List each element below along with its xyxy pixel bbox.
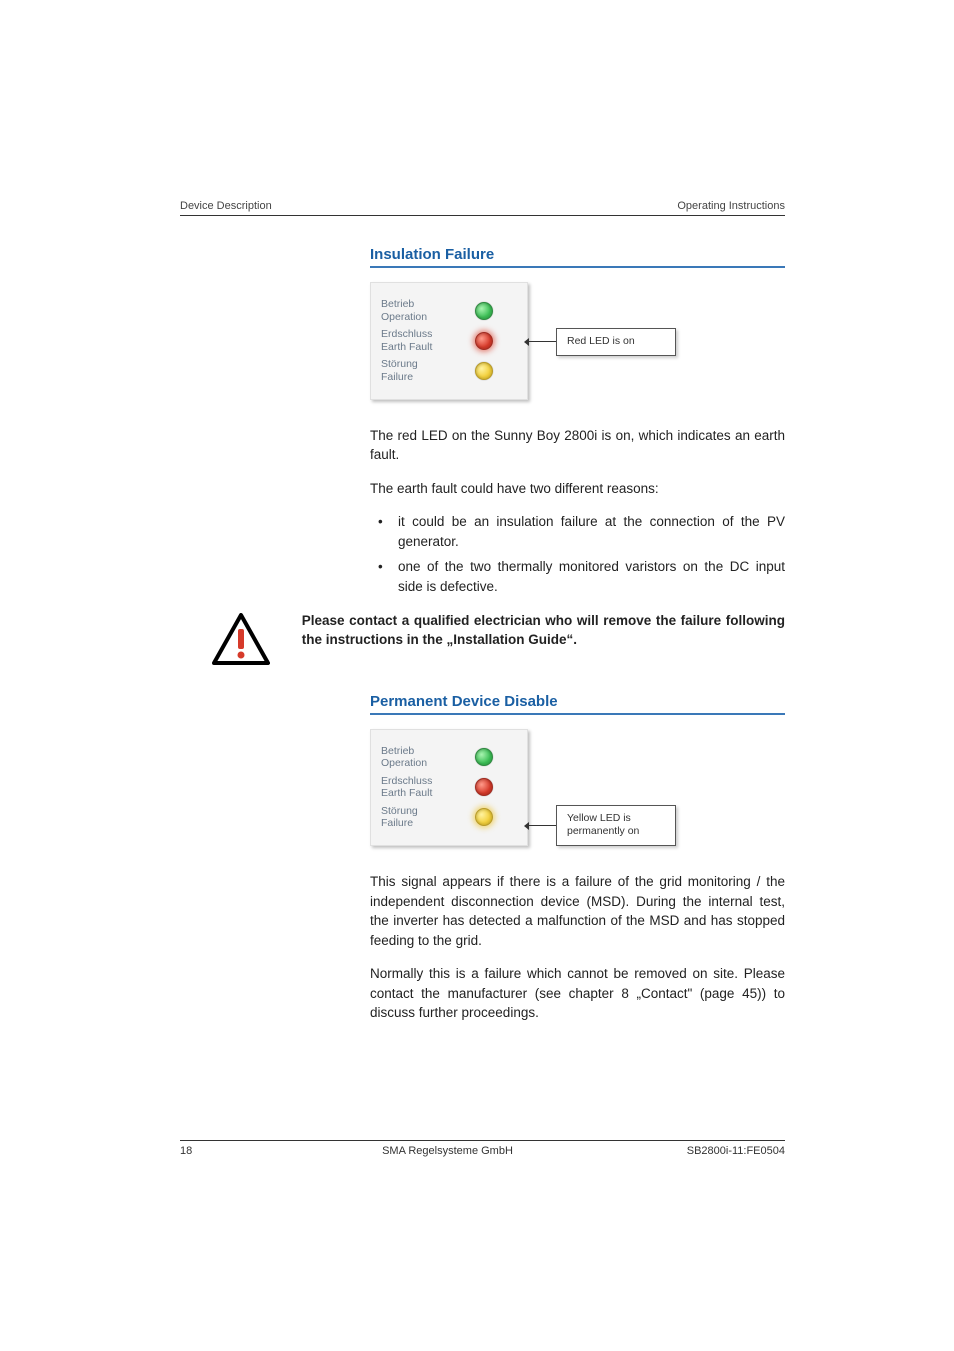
led-row-failure: Störung Failure <box>381 805 515 830</box>
label-de: Betrieb <box>381 745 414 757</box>
label-de: Betrieb <box>381 298 414 310</box>
led-yellow-icon <box>475 808 493 826</box>
led-panel: Betrieb Operation Erdschluss Earth Fault… <box>370 729 528 847</box>
callout-group: Yellow LED is permanently on <box>528 805 676 846</box>
label-en: Failure <box>381 817 461 830</box>
led-green-icon <box>475 302 493 320</box>
label-en: Earth Fault <box>381 787 461 800</box>
led-labels: Störung Failure <box>381 358 461 383</box>
warning-block: Please contact a qualified electrician w… <box>370 611 785 665</box>
led-row-failure: Störung Failure <box>381 358 515 383</box>
led-row-earthfault: Erdschluss Earth Fault <box>381 328 515 353</box>
label-en: Operation <box>381 757 461 770</box>
paragraph: Normally this is a failure which cannot … <box>370 964 785 1023</box>
footer-company: SMA Regelsysteme GmbH <box>260 1145 635 1157</box>
led-diagram-permanent-disable: Betrieb Operation Erdschluss Earth Fault… <box>370 729 785 847</box>
label-de: Erdschluss <box>381 775 432 787</box>
arrow-icon <box>528 825 556 826</box>
led-red-icon <box>475 332 493 350</box>
label-de: Störung <box>381 805 418 817</box>
led-green-icon <box>475 748 493 766</box>
list-item: one of the two thermally monitored varis… <box>370 557 785 596</box>
arrow-icon <box>528 341 556 342</box>
paragraph: The earth fault could have two different… <box>370 479 785 499</box>
list-item: it could be an insulation failure at the… <box>370 512 785 551</box>
bullet-list: it could be an insulation failure at the… <box>370 512 785 596</box>
warning-triangle-icon <box>212 613 270 665</box>
label-de: Erdschluss <box>381 328 432 340</box>
led-row-operation: Betrieb Operation <box>381 745 515 770</box>
led-red-icon <box>475 778 493 796</box>
paragraph: This signal appears if there is a failur… <box>370 872 785 950</box>
warning-text: Please contact a qualified electrician w… <box>302 611 785 650</box>
led-labels: Betrieb Operation <box>381 298 461 323</box>
section-title: Permanent Device Disable <box>370 693 785 715</box>
callout-group: Red LED is on <box>528 328 676 356</box>
callout-box: Red LED is on <box>556 328 676 356</box>
warning-icon-container <box>180 611 302 665</box>
led-row-operation: Betrieb Operation <box>381 298 515 323</box>
label-en: Failure <box>381 371 461 384</box>
header-right: Operating Instructions <box>677 200 785 212</box>
led-row-earthfault: Erdschluss Earth Fault <box>381 775 515 800</box>
section-title: Insulation Failure <box>370 246 785 268</box>
header-left: Device Description <box>180 200 272 212</box>
paragraph: The red LED on the Sunny Boy 2800i is on… <box>370 426 785 465</box>
section-insulation-failure: Insulation Failure Betrieb Operation Erd… <box>370 246 785 1023</box>
page-footer: 18 SMA Regelsysteme GmbH SB2800i-11:FE05… <box>180 1140 785 1157</box>
led-diagram-insulation: Betrieb Operation Erdschluss Earth Fault… <box>370 282 785 400</box>
led-labels: Betrieb Operation <box>381 745 461 770</box>
page-content: Device Description Operating Instruction… <box>180 200 785 1037</box>
led-labels: Störung Failure <box>381 805 461 830</box>
label-de: Störung <box>381 358 418 370</box>
label-en: Earth Fault <box>381 341 461 354</box>
led-labels: Erdschluss Earth Fault <box>381 775 461 800</box>
led-labels: Erdschluss Earth Fault <box>381 328 461 353</box>
led-yellow-icon <box>475 362 493 380</box>
led-panel: Betrieb Operation Erdschluss Earth Fault… <box>370 282 528 400</box>
callout-box: Yellow LED is permanently on <box>556 805 676 846</box>
running-header: Device Description Operating Instruction… <box>180 200 785 216</box>
label-en: Operation <box>381 311 461 324</box>
footer-docid: SB2800i-11:FE0504 <box>635 1145 785 1157</box>
footer-page-number: 18 <box>180 1145 260 1157</box>
